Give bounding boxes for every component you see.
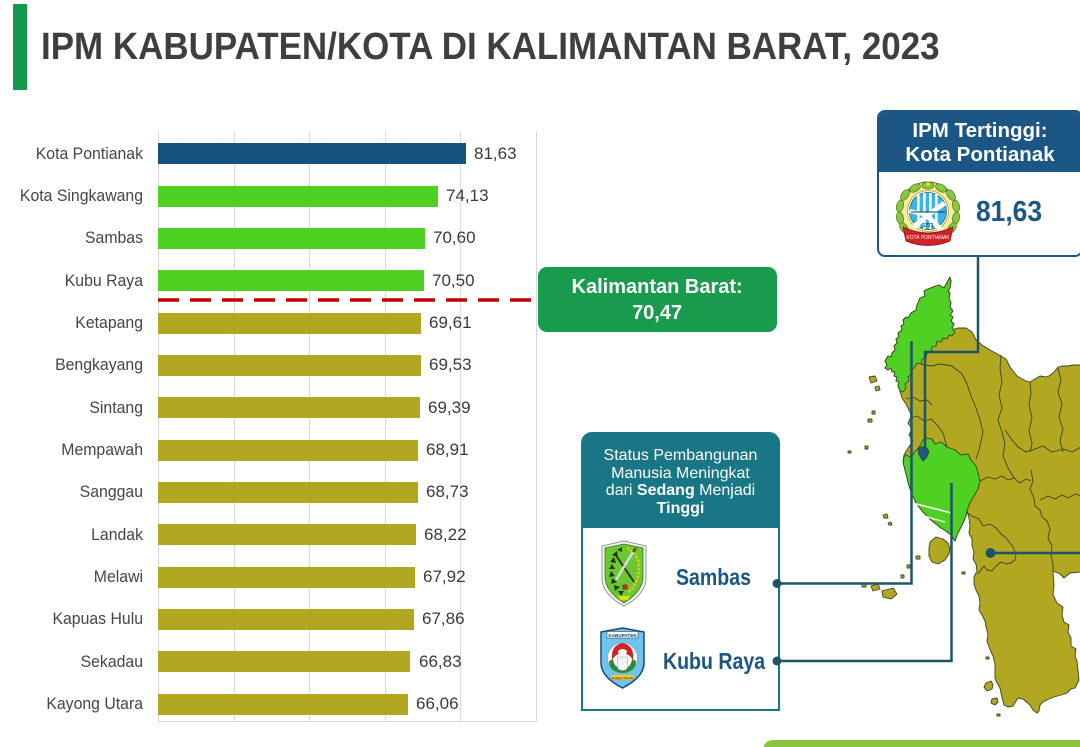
- svg-text:KOTA PONTIANAK: KOTA PONTIANAK: [906, 235, 950, 241]
- svg-text:1771: 1771: [922, 223, 933, 229]
- svg-text:KABUPATEN: KABUPATEN: [608, 633, 637, 638]
- svg-text:KUBU RAYA: KUBU RAYA: [612, 676, 633, 680]
